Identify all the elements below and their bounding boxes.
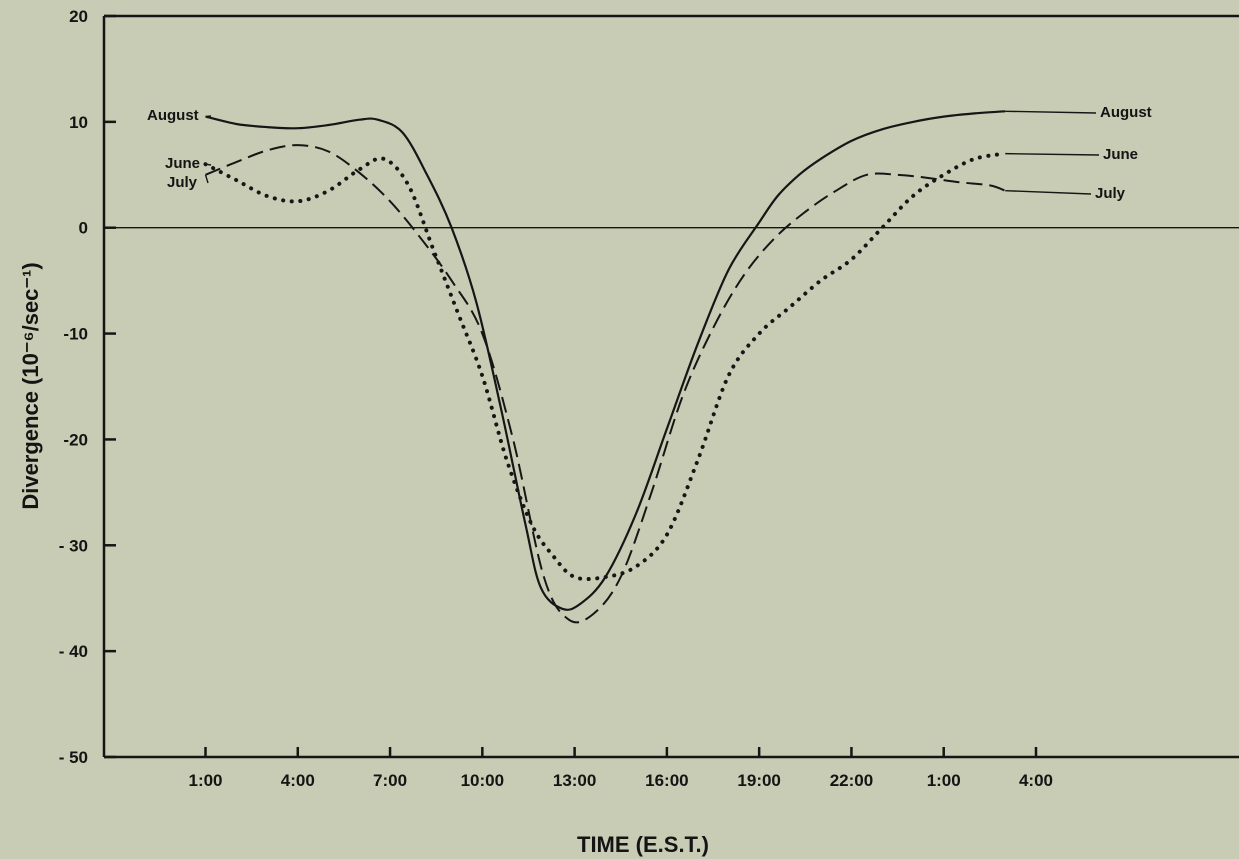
- y-axis-title: Divergence (10⁻⁶/sec⁻¹): [18, 262, 43, 509]
- series-label-june-right: June: [1103, 146, 1138, 163]
- x-axis-title: TIME (E.S.T.): [577, 832, 709, 857]
- series-label-leader: [205, 115, 212, 118]
- series-label-june-left: June: [165, 155, 200, 172]
- y-tick-label: 0: [79, 219, 88, 238]
- y-tick-label: - 30: [59, 536, 88, 555]
- y-tick-label: 10: [69, 113, 88, 132]
- series-label-leader: [1005, 110, 1097, 114]
- x-tick-label: 22:00: [830, 771, 873, 790]
- series-label-leader: [1005, 152, 1100, 156]
- series-label-leader: [1005, 189, 1092, 195]
- y-tick-label: - 50: [59, 748, 88, 767]
- x-tick-label: 10:00: [461, 771, 504, 790]
- series-line-august: [205, 110, 1006, 611]
- x-tick-label: 4:00: [1019, 771, 1053, 790]
- y-tick-label: 20: [69, 7, 88, 26]
- plot-frame: [102, 14, 1239, 759]
- y-tick-label: -20: [63, 430, 88, 449]
- x-tick-label: 13:00: [553, 771, 596, 790]
- series-label-leader: [204, 174, 209, 184]
- series-line-july: [205, 144, 1006, 624]
- series-label-august-left: August: [147, 107, 199, 124]
- series-label-august-right: August: [1100, 104, 1152, 121]
- x-tick-label: 1:00: [927, 771, 961, 790]
- series-lines: [203, 110, 1008, 624]
- x-tick-label: 7:00: [373, 771, 407, 790]
- x-axis-ticks: 1:00 4:00 7:00 10:00 13:00 16:00 19:00 22:00 1:0…: [188, 747, 1053, 790]
- series-line-june: [203, 151, 1008, 582]
- y-tick-label: -10: [63, 325, 88, 344]
- series-label-july-left: July: [167, 174, 198, 191]
- x-tick-label: 4:00: [281, 771, 315, 790]
- series-label-leader: [205, 163, 212, 166]
- x-tick-label: 19:00: [737, 771, 780, 790]
- y-tick-label: - 40: [59, 642, 88, 661]
- series-label-july-right: July: [1095, 185, 1126, 202]
- x-tick-label: 1:00: [188, 771, 222, 790]
- y-axis-ticks: 20 10 0 -10 -20 - 30 - 40 - 50: [59, 7, 116, 767]
- x-tick-label: 16:00: [645, 771, 688, 790]
- series-labels: August August June June July July: [147, 104, 1152, 202]
